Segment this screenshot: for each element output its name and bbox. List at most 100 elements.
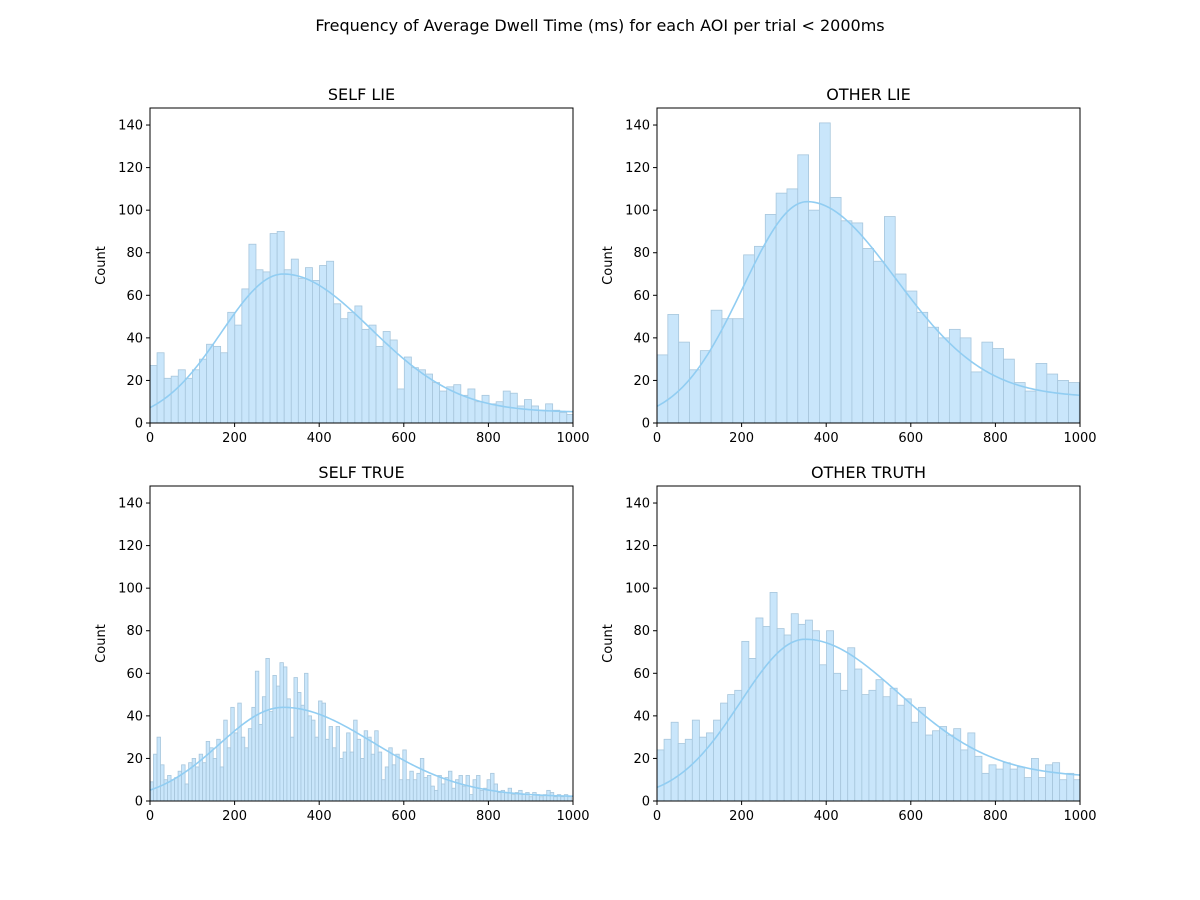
- histogram-bar: [819, 122, 831, 423]
- panel-title: SELF LIE: [328, 85, 395, 104]
- histogram-bar: [307, 715, 312, 801]
- histogram-bar: [862, 248, 874, 423]
- histogram-bar: [328, 726, 333, 801]
- x-tick-label: 1000: [556, 431, 589, 446]
- histogram-bar: [290, 736, 295, 801]
- histogram-bar: [946, 734, 955, 801]
- y-tick-label: 140: [625, 119, 650, 134]
- histogram-bar: [1052, 762, 1061, 801]
- histogram-bar: [932, 730, 940, 801]
- histogram-bar: [808, 209, 820, 423]
- histogram-bar: [1046, 373, 1059, 423]
- histogram-bar: [237, 702, 242, 801]
- histogram-bar: [325, 738, 330, 801]
- histogram-bar: [960, 749, 969, 801]
- histogram-bar: [314, 736, 319, 801]
- y-tick-label: 120: [625, 539, 650, 554]
- histogram-bar: [226, 747, 232, 801]
- histogram-bar: [202, 762, 207, 801]
- histogram-bar: [532, 792, 537, 801]
- axes-frame: [149, 107, 574, 424]
- histogram-bar: [405, 779, 411, 801]
- histogram-bar: [854, 668, 863, 801]
- histogram-bar: [959, 337, 972, 423]
- y-tick-label: 100: [118, 582, 143, 597]
- histogram-bar: [356, 738, 362, 801]
- histogram-bar: [370, 753, 376, 801]
- histogram-bar: [177, 369, 186, 423]
- y-tick-label: 80: [126, 246, 143, 261]
- histogram-bar: [206, 343, 214, 423]
- histogram-bar: [967, 732, 976, 801]
- histogram-bar: [670, 721, 679, 801]
- histogram-bar: [375, 345, 384, 423]
- histogram-bar: [156, 352, 165, 423]
- x-tick-label: 600: [898, 431, 923, 446]
- y-tick-label: 20: [633, 752, 650, 767]
- histogram-bar: [419, 758, 425, 801]
- histogram-bar: [776, 628, 785, 801]
- y-tick-label: 60: [126, 667, 143, 682]
- y-tick-label: 60: [633, 289, 650, 304]
- histogram-bar: [479, 789, 484, 801]
- histogram-bar: [559, 411, 568, 423]
- histogram-bar: [388, 747, 393, 801]
- histogram-bar: [258, 723, 263, 801]
- histogram-bar: [1035, 363, 1048, 423]
- x-tick-label: 0: [146, 431, 154, 446]
- histogram-bar: [734, 689, 743, 801]
- panel-self-lie: 0 200 400 600 800 1000 0 20 40 60 80 100 120 140 SELF …: [94, 85, 590, 446]
- histogram-bar: [762, 626, 771, 801]
- histogram-bars: [150, 658, 572, 801]
- histogram-bars: [657, 122, 1080, 423]
- histogram-bar: [153, 753, 158, 801]
- histogram-bar: [402, 749, 407, 801]
- histogram-bar: [797, 154, 810, 423]
- histogram-bar: [481, 394, 490, 423]
- y-tick-label: 60: [633, 667, 650, 682]
- histogram-bar: [368, 324, 377, 423]
- histogram-bar: [255, 269, 264, 423]
- histogram-bar: [992, 348, 1004, 423]
- histogram-bar: [290, 258, 299, 423]
- histogram-bar: [326, 260, 335, 423]
- histogram-bar: [981, 341, 994, 423]
- x-tick-label: 200: [222, 809, 247, 824]
- histogram-bar: [1066, 772, 1075, 801]
- histogram-bar: [195, 766, 200, 801]
- x-tick-label: 200: [729, 431, 754, 446]
- histogram-bar: [377, 751, 383, 801]
- histogram-bar: [524, 399, 532, 423]
- histogram-bar: [181, 764, 186, 801]
- histogram-bar: [1059, 779, 1068, 801]
- histogram-bar: [349, 751, 355, 801]
- histogram-bar: [511, 794, 516, 801]
- histogram-bar: [988, 764, 997, 801]
- histogram-bar: [272, 675, 277, 801]
- histogram-bar: [549, 792, 555, 801]
- y-tick-label: 20: [633, 374, 650, 389]
- y-axis-label: Count: [601, 624, 616, 663]
- histogram-bar: [234, 324, 243, 423]
- histogram-bar: [884, 216, 896, 423]
- histogram-bar: [381, 779, 386, 801]
- histogram-bar: [283, 666, 288, 801]
- y-tick-label: 20: [126, 374, 143, 389]
- histogram-bar: [332, 747, 337, 801]
- histogram-bar: [910, 721, 919, 801]
- histogram-bar: [205, 741, 211, 801]
- y-tick-label: 40: [633, 709, 650, 724]
- histogram-bar: [804, 619, 813, 801]
- histogram-bar: [251, 706, 256, 801]
- histogram-bar: [851, 222, 864, 423]
- kde-curve: [657, 638, 1080, 789]
- histogram-bar: [797, 623, 806, 801]
- histogram-bar: [970, 371, 983, 423]
- histogram-bar: [199, 358, 207, 423]
- y-axis-label: Count: [94, 246, 109, 285]
- histogram-bar: [340, 318, 349, 423]
- histogram-bar: [244, 747, 249, 801]
- y-tick-label: 0: [642, 417, 650, 432]
- histogram-bar: [439, 390, 448, 423]
- histogram-bar: [840, 689, 849, 801]
